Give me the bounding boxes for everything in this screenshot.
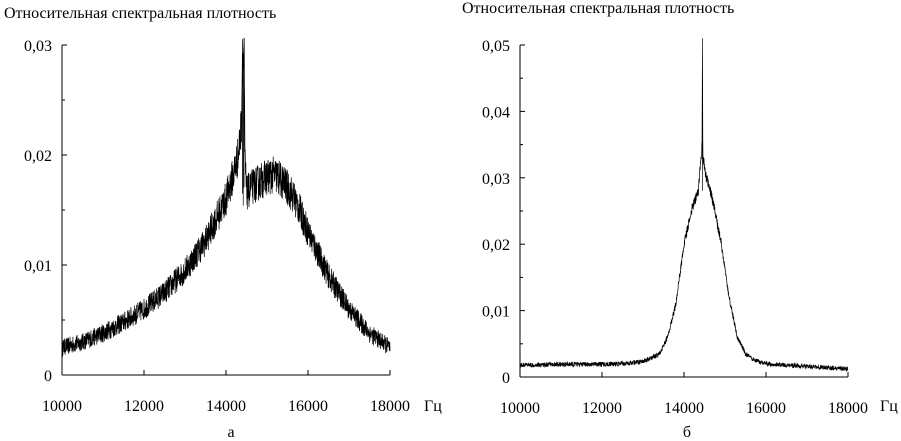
chart-a-x-tick-label: 12000 <box>124 398 164 415</box>
chart-b-y-tick-label: 0,05 <box>482 38 510 55</box>
chart-a-x-tick-label: 14000 <box>206 398 246 415</box>
chart-a-caption: а <box>227 424 234 441</box>
chart-a-y-tick-label: 0,03 <box>24 38 52 55</box>
chart-b-y-tick-label: 0 <box>502 370 510 387</box>
chart-a-series-line <box>61 38 391 357</box>
chart-b-x-tick-label: 12000 <box>582 400 622 417</box>
chart-a: Относительная спектральная плотность 0 0,… <box>4 5 442 441</box>
chart-b-x-tick-label: 14000 <box>664 400 704 417</box>
chart-b-title: Относительная спектральная плотность <box>462 0 734 17</box>
chart-b-y-tick-label: 0,04 <box>482 104 510 121</box>
chart-b-x-ticks: 10000 12000 14000 16000 18000 <box>500 372 868 417</box>
chart-b: Относительная спектральная плотность 0 0,… <box>462 0 898 441</box>
chart-b-caption: б <box>683 424 691 441</box>
chart-b-x-tick-label: 16000 <box>746 400 786 417</box>
chart-a-y-tick-label: 0,02 <box>24 148 52 165</box>
chart-b-y-tick-label: 0,01 <box>482 304 510 321</box>
chart-b-y-tick-label: 0,03 <box>482 171 510 188</box>
chart-a-y-tick-label: 0,01 <box>24 258 52 275</box>
chart-a-x-ticks: 10000 12000 14000 16000 18000 <box>42 370 410 415</box>
chart-a-y-ticks: 0 0,01 0,02 0,03 <box>24 38 67 385</box>
chart-b-series-line <box>519 38 849 372</box>
chart-a-x-tick-label: 18000 <box>370 398 410 415</box>
chart-b-x-unit: Гц <box>880 398 898 415</box>
chart-b-y-tick-label: 0,02 <box>482 237 510 254</box>
chart-b-y-ticks: 0 0,01 0,02 0,03 0,04 0,05 <box>482 38 525 387</box>
chart-b-x-tick-label: 10000 <box>500 400 540 417</box>
chart-a-x-unit: Гц <box>424 398 442 415</box>
chart-a-title: Относительная спектральная плотность <box>4 5 276 22</box>
chart-b-x-tick-label: 18000 <box>828 400 868 417</box>
chart-b-axes <box>519 45 848 378</box>
chart-a-x-tick-label: 16000 <box>288 398 328 415</box>
chart-a-x-tick-label: 10000 <box>42 398 82 415</box>
chart-a-y-tick-label: 0 <box>44 368 52 385</box>
